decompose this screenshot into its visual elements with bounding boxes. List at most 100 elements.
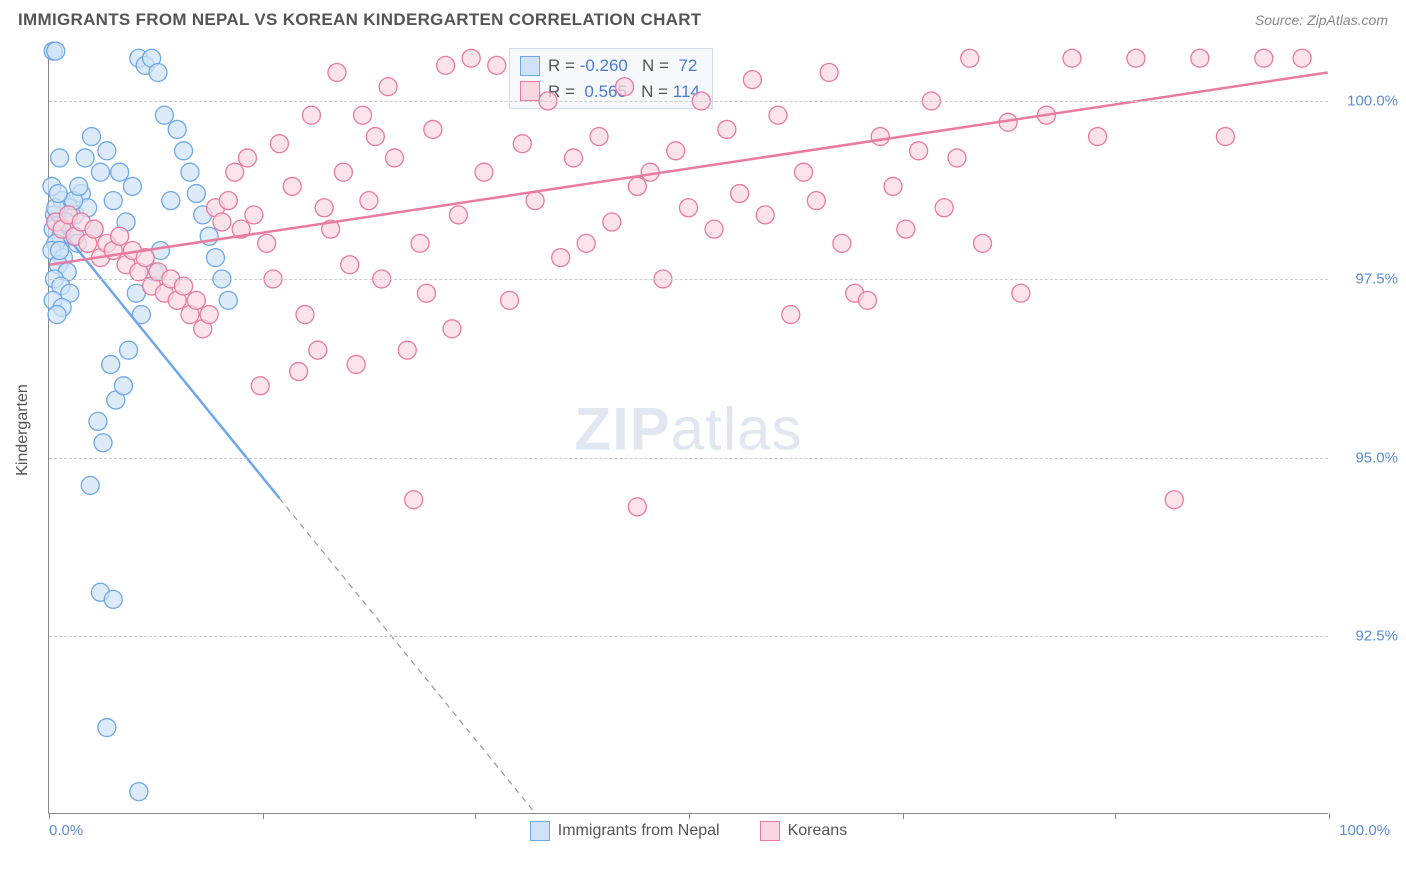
data-point: [616, 78, 634, 96]
data-point: [149, 63, 167, 81]
data-point: [200, 306, 218, 324]
data-point: [98, 142, 116, 160]
data-point: [48, 306, 66, 324]
data-point: [705, 220, 723, 238]
data-point: [51, 149, 69, 167]
data-point: [1127, 49, 1145, 67]
source-label: Source: ZipAtlas.com: [1255, 12, 1388, 28]
data-point: [897, 220, 915, 238]
data-point: [590, 128, 608, 146]
data-point: [70, 177, 88, 195]
data-point: [443, 320, 461, 338]
data-point: [935, 199, 953, 217]
data-point: [910, 142, 928, 160]
data-point: [379, 78, 397, 96]
data-point: [245, 206, 263, 224]
bottom-legend: Immigrants from Nepal Koreans: [49, 821, 1328, 841]
data-point: [961, 49, 979, 67]
data-point: [309, 341, 327, 359]
data-point: [181, 163, 199, 181]
data-point: [833, 234, 851, 252]
data-point: [187, 185, 205, 203]
bottom-legend-koreans: Koreans: [760, 821, 848, 841]
data-point: [270, 135, 288, 153]
data-point: [449, 206, 467, 224]
data-point: [251, 377, 269, 395]
data-point: [731, 185, 749, 203]
data-point: [1089, 128, 1107, 146]
bottom-swatch-koreans: [760, 821, 780, 841]
data-point: [207, 249, 225, 267]
data-point: [974, 234, 992, 252]
data-point: [114, 377, 132, 395]
data-point: [1063, 49, 1081, 67]
chart-title: IMMIGRANTS FROM NEPAL VS KOREAN KINDERGA…: [18, 10, 701, 30]
data-point: [526, 192, 544, 210]
data-point: [769, 106, 787, 124]
chart-plot-area: ZIPatlas R = -0.260 N = 72 R = 0.565 N =…: [48, 44, 1328, 814]
data-point: [49, 185, 67, 203]
data-point: [424, 120, 442, 138]
data-point: [1293, 49, 1311, 67]
data-point: [51, 242, 69, 260]
data-point: [1012, 284, 1030, 302]
data-point: [347, 355, 365, 373]
data-point: [47, 42, 65, 60]
y-tick-label: 100.0%: [1338, 93, 1398, 110]
header: IMMIGRANTS FROM NEPAL VS KOREAN KINDERGA…: [0, 0, 1406, 36]
data-point: [104, 192, 122, 210]
bottom-label-nepal: Immigrants from Nepal: [558, 822, 720, 840]
x-tick-right: 100.0%: [1339, 822, 1390, 839]
data-point: [155, 106, 173, 124]
data-point: [820, 63, 838, 81]
data-point: [258, 234, 276, 252]
trend-line-extrapolated: [279, 498, 535, 813]
data-point: [296, 306, 314, 324]
data-point: [756, 206, 774, 224]
data-point: [807, 192, 825, 210]
data-point: [462, 49, 480, 67]
scatter-svg: [49, 44, 1328, 813]
data-point: [628, 177, 646, 195]
data-point: [858, 291, 876, 309]
data-point: [341, 256, 359, 274]
data-point: [104, 590, 122, 608]
data-point: [948, 149, 966, 167]
data-point: [884, 177, 902, 195]
data-point: [187, 291, 205, 309]
data-point: [162, 192, 180, 210]
data-point: [680, 199, 698, 217]
data-point: [411, 234, 429, 252]
data-point: [405, 491, 423, 509]
data-point: [871, 128, 889, 146]
data-point: [488, 56, 506, 74]
data-point: [290, 363, 308, 381]
data-point: [219, 291, 237, 309]
data-point: [81, 476, 99, 494]
data-point: [1191, 49, 1209, 67]
data-point: [213, 213, 231, 231]
y-tick-label: 92.5%: [1338, 627, 1398, 644]
data-point: [513, 135, 531, 153]
data-point: [1165, 491, 1183, 509]
data-point: [437, 56, 455, 74]
data-point: [168, 120, 186, 138]
data-point: [501, 291, 519, 309]
bottom-legend-nepal: Immigrants from Nepal: [530, 821, 720, 841]
data-point: [102, 355, 120, 373]
data-point: [94, 434, 112, 452]
data-point: [123, 177, 141, 195]
y-tick-label: 95.0%: [1338, 449, 1398, 466]
data-point: [718, 120, 736, 138]
data-point: [76, 149, 94, 167]
data-point: [302, 106, 320, 124]
data-point: [667, 142, 685, 160]
data-point: [782, 306, 800, 324]
data-point: [354, 106, 372, 124]
data-point: [85, 220, 103, 238]
data-point: [130, 783, 148, 801]
data-point: [795, 163, 813, 181]
data-point: [83, 128, 101, 146]
data-point: [1216, 128, 1234, 146]
data-point: [175, 142, 193, 160]
